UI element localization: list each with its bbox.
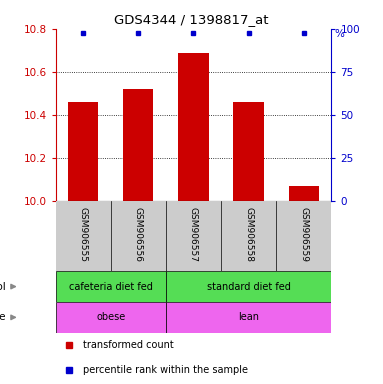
FancyBboxPatch shape <box>56 271 166 302</box>
Text: cafeteria diet fed: cafeteria diet fed <box>69 281 152 291</box>
FancyBboxPatch shape <box>166 271 331 302</box>
Text: obese: obese <box>96 312 125 323</box>
Text: disease state: disease state <box>0 312 6 323</box>
Bar <box>123 89 154 201</box>
Text: lean: lean <box>238 312 259 323</box>
Text: protocol: protocol <box>0 281 6 291</box>
Bar <box>178 53 209 201</box>
Text: transformed count: transformed count <box>83 340 174 350</box>
FancyBboxPatch shape <box>166 302 331 333</box>
Text: GSM906559: GSM906559 <box>299 207 308 262</box>
FancyBboxPatch shape <box>166 201 221 271</box>
Text: GSM906558: GSM906558 <box>244 207 253 262</box>
Text: GDS4344 / 1398817_at: GDS4344 / 1398817_at <box>114 13 269 26</box>
FancyBboxPatch shape <box>221 201 276 271</box>
FancyBboxPatch shape <box>276 201 331 271</box>
Text: %: % <box>334 29 344 39</box>
Text: GSM906555: GSM906555 <box>79 207 88 262</box>
FancyBboxPatch shape <box>56 201 111 271</box>
Bar <box>68 102 98 201</box>
FancyBboxPatch shape <box>56 302 166 333</box>
FancyBboxPatch shape <box>111 201 166 271</box>
Text: GSM906557: GSM906557 <box>189 207 198 262</box>
Text: percentile rank within the sample: percentile rank within the sample <box>83 365 248 375</box>
Text: standard diet fed: standard diet fed <box>207 281 290 291</box>
Bar <box>288 186 319 201</box>
Bar <box>233 102 264 201</box>
Text: GSM906556: GSM906556 <box>134 207 143 262</box>
